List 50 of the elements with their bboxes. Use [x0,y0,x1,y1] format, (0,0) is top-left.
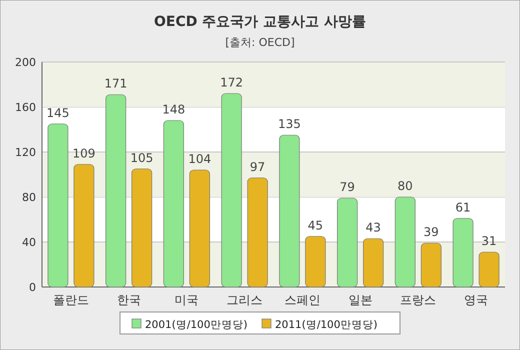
bar [189,170,210,288]
x-tick-label: 미국 [174,293,199,307]
data-label: 145 [46,106,70,120]
data-label: 43 [366,220,381,235]
bar [163,120,184,288]
bar [337,198,358,288]
bar [420,242,442,288]
bar [279,134,300,288]
data-label: 135 [278,117,301,132]
data-label: 31 [481,234,497,248]
data-label: 171 [104,76,128,91]
bar [221,93,242,288]
x-tick-label: 스페인 [284,293,320,307]
x-tick-label: 일본 [348,293,372,307]
data-label: 104 [188,152,212,166]
bar [106,94,126,288]
x-tick-label: 프랑스 [400,293,436,307]
bar [48,124,68,288]
data-label: 105 [130,150,154,165]
bar [452,218,474,288]
x-tick-label: 영국 [464,293,488,307]
y-tick-label: 160 [15,101,36,114]
bar [363,238,384,288]
y-tick-label: 120 [15,146,36,159]
legend-label: 2011(명/100만명당) [275,319,378,331]
y-tick-label: 40 [22,236,36,249]
bar [394,196,416,288]
data-label: 61 [455,200,471,214]
y-tick-label: 0 [29,281,36,294]
data-label: 109 [72,146,96,160]
data-label: 97 [250,160,266,174]
bar [478,252,500,288]
bar [132,168,152,288]
x-tick-label: 그리스 [226,293,263,307]
data-label: 172 [220,76,244,90]
chart-title: OECD 주요국가 교통사고 사망률 [154,14,366,30]
data-label: 45 [308,218,324,232]
data-label: 148 [162,102,186,116]
bar [247,178,268,288]
bar [74,164,94,288]
bar [305,236,326,288]
chart-subtitle: [출처: OECD] [225,36,295,49]
data-label: 80 [398,179,413,193]
x-tick-label: 폴란드 [52,293,89,307]
data-label: 79 [340,180,355,194]
y-tick-label: 200 [15,56,36,69]
data-label: 39 [424,225,439,240]
x-tick-label: 한국 [116,293,141,307]
y-tick-label: 80 [22,191,36,204]
legend-label: 2001(명/100만명당) [145,319,248,331]
